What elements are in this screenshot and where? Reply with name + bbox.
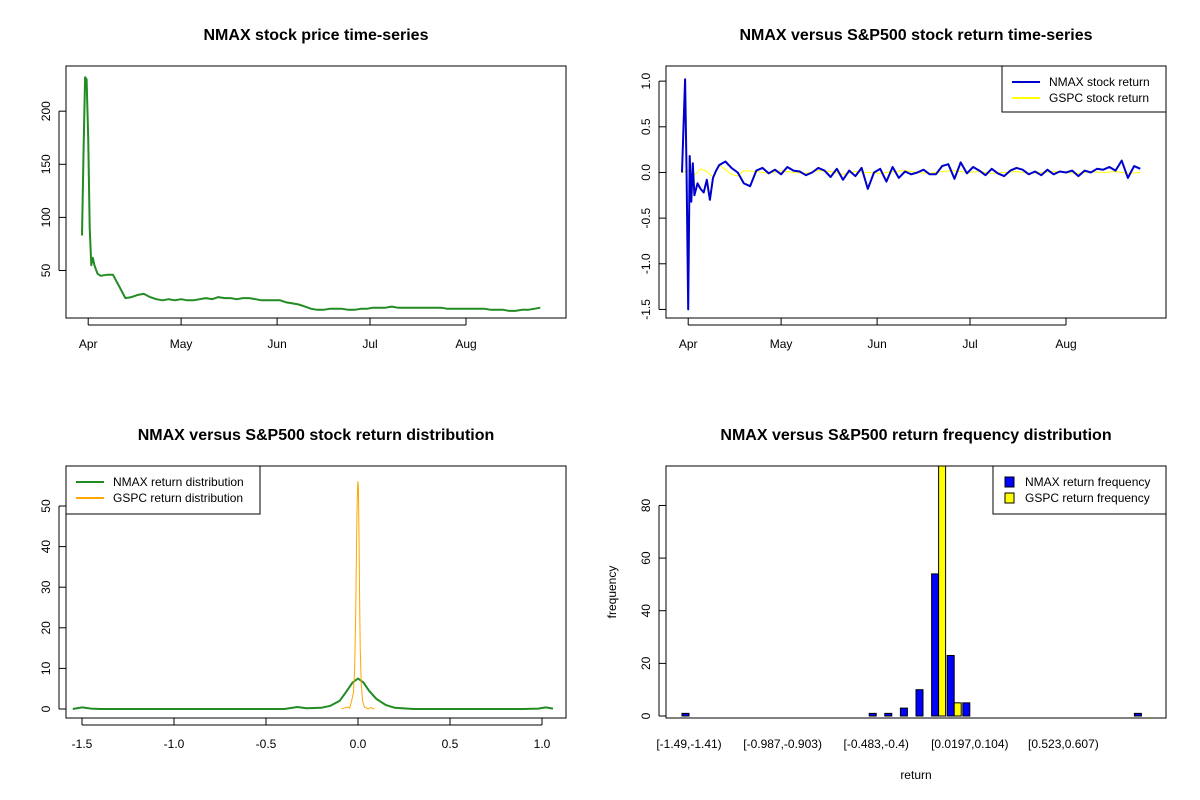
- x-tick-label: Jul: [962, 337, 977, 351]
- x-tick-label: 0.5: [442, 737, 459, 751]
- y-tick-label: 40: [39, 540, 53, 554]
- x-tick-label: Jun: [267, 337, 286, 351]
- gspc-density-line: [341, 481, 375, 710]
- y-tick-label: 0: [39, 705, 53, 712]
- nmax-frequency-bar: [946, 654, 955, 717]
- chart-title: NMAX versus S&P500 stock return distribu…: [138, 427, 495, 444]
- x-tick-label: Apr: [79, 337, 98, 351]
- x-axis: [-1.49,-1.41) [-0.987,-0.903) [-0.483,-0.4…: [656, 737, 1098, 751]
- plot-frame: [65, 465, 567, 719]
- y-tick-label: 50: [39, 499, 53, 513]
- nmax-frequency-bar: [884, 712, 893, 717]
- y-tick-label: 80: [639, 498, 653, 512]
- plot-frame: [665, 465, 1167, 719]
- nmax-frequency-bar: [931, 573, 940, 717]
- y-tick-label: -0.5: [639, 207, 653, 228]
- x-tick-label: -0.5: [256, 737, 277, 751]
- legend: NMAX stock return GSPC stock return: [1001, 65, 1167, 113]
- x-tick-label: [0.523,0.607): [1028, 737, 1099, 751]
- y-axis-label: frequency: [605, 566, 619, 619]
- chart-return-distribution: NMAX versus S&P500 stock return distribu…: [39, 427, 567, 751]
- legend: NMAX return distribution GSPC return dist…: [65, 465, 261, 515]
- chart-title: NMAX stock price time-series: [204, 27, 429, 44]
- nmax-return-line: [681, 78, 1141, 311]
- x-axis: Apr May Jun Jul Aug: [79, 318, 477, 351]
- chart-return-frequency: NMAX versus S&P500 return frequency dist…: [605, 427, 1167, 782]
- y-tick-label: 0.5: [639, 118, 653, 135]
- x-tick-label: Apr: [679, 337, 698, 351]
- y-tick-label: 0.0: [639, 164, 653, 181]
- legend-box: [1001, 65, 1167, 113]
- legend-box: [992, 465, 1167, 515]
- legend-entry: GSPC stock return: [1049, 91, 1149, 105]
- chart-title: NMAX versus S&P500 stock return time-ser…: [739, 27, 1092, 44]
- x-tick-label: May: [770, 337, 793, 351]
- x-tick-label: [-0.987,-0.903): [743, 737, 822, 751]
- x-tick-label: -1.0: [164, 737, 185, 751]
- plot-frame: [65, 65, 567, 319]
- y-tick-label: 60: [639, 551, 653, 565]
- nmax-frequency-bar: [681, 712, 690, 717]
- price-line: [81, 76, 541, 312]
- nmax-frequency-bar: [1133, 712, 1142, 717]
- y-tick-label: 1.0: [639, 72, 653, 89]
- legend-entry: GSPC return frequency: [1025, 491, 1150, 505]
- y-tick-label: 20: [639, 656, 653, 670]
- legend: NMAX return frequency GSPC return frequen…: [992, 465, 1167, 515]
- y-tick-label: -1.0: [639, 253, 653, 274]
- chart-price-timeseries: NMAX stock price time-series 50 100 150 200 A…: [39, 27, 567, 351]
- y-tick-label: 100: [39, 207, 53, 227]
- legend-swatch: [1004, 492, 1015, 504]
- chart-return-timeseries: NMAX versus S&P500 stock return time-ser…: [639, 27, 1167, 351]
- x-tick-label: -1.5: [72, 737, 93, 751]
- x-tick-label: Aug: [455, 337, 476, 351]
- nmax-frequency-bar: [899, 707, 908, 717]
- y-axis: -1.5 -1.0 -0.5 0.0 0.5 1.0: [639, 72, 666, 320]
- legend-box: [65, 465, 261, 515]
- x-tick-label: [0.0197,0.104): [931, 737, 1008, 751]
- plot-frame: [665, 65, 1167, 319]
- x-tick-label: Aug: [1055, 337, 1076, 351]
- x-tick-label: [-1.49,-1.41): [656, 737, 721, 751]
- x-tick-label: 1.0: [534, 737, 551, 751]
- x-axis: -1.5 -1.0 -0.5 0.0 0.5 1.0: [72, 718, 551, 751]
- y-axis: 50 100 150 200: [39, 101, 66, 277]
- legend-entry: NMAX stock return: [1049, 75, 1150, 89]
- x-tick-label: May: [170, 337, 193, 351]
- y-tick-label: -1.5: [639, 299, 653, 320]
- y-tick-label: 0: [639, 712, 653, 719]
- x-tick-label: Jul: [362, 337, 377, 351]
- nmax-frequency-bar: [962, 702, 971, 717]
- gspc-frequency-bar: [953, 702, 962, 717]
- nmax-density-line: [72, 677, 554, 710]
- y-tick-label: 40: [639, 604, 653, 618]
- y-axis: 0 20 40 60 80: [639, 498, 666, 719]
- x-tick-label: 0.0: [350, 737, 367, 751]
- nmax-frequency-bar: [915, 689, 924, 717]
- y-tick-label: 30: [39, 580, 53, 594]
- y-tick-label: 20: [39, 621, 53, 635]
- y-axis: 0 10 20 30 40 50: [39, 499, 66, 712]
- x-tick-label: [-0.483,-0.4): [844, 737, 909, 751]
- x-axis-label: return: [900, 768, 931, 782]
- legend-entry: NMAX return frequency: [1025, 475, 1150, 489]
- y-tick-label: 50: [39, 264, 53, 278]
- y-tick-label: 200: [39, 101, 53, 121]
- x-tick-label: Jun: [867, 337, 886, 351]
- legend-swatch: [1004, 476, 1015, 488]
- gspc-frequency-bar: [938, 465, 947, 717]
- legend-entry: NMAX return distribution: [113, 475, 244, 489]
- gspc-return-line: [681, 164, 1141, 178]
- legend-entry: GSPC return distribution: [113, 491, 243, 505]
- bars: [681, 465, 1142, 717]
- y-tick-label: 150: [39, 154, 53, 174]
- chart-title: NMAX versus S&P500 return frequency dist…: [720, 427, 1111, 444]
- x-axis: Apr May Jun Jul Aug: [679, 318, 1077, 351]
- y-tick-label: 10: [39, 661, 53, 675]
- nmax-frequency-bar: [868, 712, 877, 717]
